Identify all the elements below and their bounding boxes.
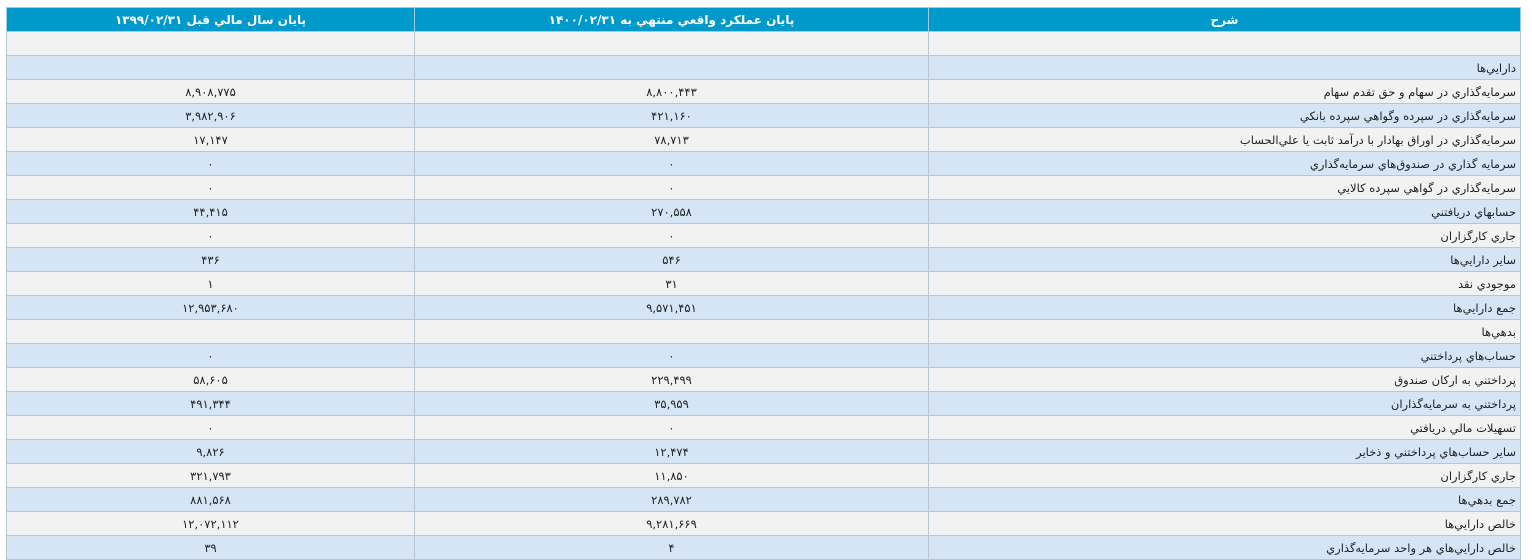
row-previous-value-cell: ۰ bbox=[6, 415, 415, 440]
row-current-value-cell: ۲۲۹,۴۹۹ bbox=[414, 367, 929, 392]
row-previous-value-cell: ۸۸۱,۵۶۸ bbox=[6, 487, 415, 512]
row-current-value-cell: ۰ bbox=[414, 223, 929, 248]
row-description-cell: جمع دارايي‌ها bbox=[928, 295, 1521, 320]
row-current-value-cell: ۴۲۱,۱۶۰ bbox=[414, 103, 929, 128]
row-previous-value-cell bbox=[6, 319, 415, 344]
row-current-value-cell: ۵۴۶ bbox=[414, 247, 929, 272]
row-current-value-cell bbox=[414, 55, 929, 80]
row-previous-value-cell: ۱۲,۹۵۳,۶۸۰ bbox=[6, 295, 415, 320]
table-row: سرمايه‌گذاري در سپرده وگواهي سپرده بانکي… bbox=[6, 103, 1521, 128]
column-header-previous-year: پايان سال مالي قبل ۱۳۹۹/۰۲/۳۱ bbox=[6, 7, 415, 32]
row-previous-value-cell: ۳۲۱,۷۹۳ bbox=[6, 463, 415, 488]
row-previous-value-cell: ۰ bbox=[6, 151, 415, 176]
row-description-cell: سرمايه‌گذاري در اوراق بهادار با درآمد ثا… bbox=[928, 127, 1521, 152]
row-previous-value-cell: ۴۴,۴۱۵ bbox=[6, 199, 415, 224]
row-description-cell: جمع بدهي‌ها bbox=[928, 487, 1521, 512]
row-description-cell: جاري کارگزاران bbox=[928, 463, 1521, 488]
table-row: بدهي‌ها bbox=[6, 319, 1521, 344]
table-row: ساير حساب‌هاي پرداختني و ذخاير ۱۲,۴۷۴ ۹,۸۲… bbox=[6, 439, 1521, 464]
row-previous-value-cell: ۱۷,۱۴۷ bbox=[6, 127, 415, 152]
row-previous-value-cell: ۴۳۶ bbox=[6, 247, 415, 272]
row-description-cell: دارايي‌ها bbox=[928, 55, 1521, 80]
row-current-value-cell: ۹,۵۷۱,۴۵۱ bbox=[414, 295, 929, 320]
row-previous-value-cell bbox=[6, 55, 415, 80]
table-row: سرمايه‌گذاري در سهام و حق تقدم سهام ۸,۸۰۰… bbox=[6, 79, 1521, 104]
row-previous-value-cell: ۹,۸۲۶ bbox=[6, 439, 415, 464]
row-current-value-cell: ۱۱,۸۵۰ bbox=[414, 463, 929, 488]
table-row: حساب‌هاي پرداختني ۰ ۰ bbox=[6, 343, 1521, 368]
table-body: دارايي‌ها سرمايه‌گذاري در سهام و حق تقدم … bbox=[6, 31, 1521, 560]
row-current-value-cell: ۲۸۹,۷۸۲ bbox=[414, 487, 929, 512]
row-current-value-cell: ۰ bbox=[414, 151, 929, 176]
table-row: خالص دارايي‌هاي هر واحد سرمايه‌گذاري ۴ ۳۹ bbox=[6, 535, 1521, 560]
row-description-cell: سرمايه گذاري در صندوق‌هاي سرمايه‌گذاري bbox=[928, 151, 1521, 176]
row-current-value-cell: ۹,۲۸۱,۶۶۹ bbox=[414, 511, 929, 536]
row-description-cell: ساير دارايي‌ها bbox=[928, 247, 1521, 272]
row-description-cell: خالص دارايي‌هاي هر واحد سرمايه‌گذاري bbox=[928, 535, 1521, 560]
row-description-cell: تسهيلات مالي دريافتي bbox=[928, 415, 1521, 440]
row-description-cell: خالص دارايي‌ها bbox=[928, 511, 1521, 536]
table-row: موجودي نقد ۳۱ ۱ bbox=[6, 271, 1521, 296]
row-current-value-cell: ۰ bbox=[414, 415, 929, 440]
row-current-value-cell bbox=[414, 31, 929, 56]
table-row: حسابهاي دريافتني ۲۷۰,۵۵۸ ۴۴,۴۱۵ bbox=[6, 199, 1521, 224]
table-header-row: شرح پايان عملکرد واقعي منتهي به ۱۴۰۰/۰۲/… bbox=[6, 7, 1521, 32]
row-current-value-cell: ۲۷۰,۵۵۸ bbox=[414, 199, 929, 224]
table-row bbox=[6, 31, 1521, 56]
row-current-value-cell: ۷۸,۷۱۳ bbox=[414, 127, 929, 152]
row-current-value-cell: ۰ bbox=[414, 343, 929, 368]
row-current-value-cell: ۳۵,۹۵۹ bbox=[414, 391, 929, 416]
row-previous-value-cell: ۳۹ bbox=[6, 535, 415, 560]
row-current-value-cell: ۴ bbox=[414, 535, 929, 560]
row-current-value-cell bbox=[414, 319, 929, 344]
row-previous-value-cell: ۵۸,۶۰۵ bbox=[6, 367, 415, 392]
table-row: پرداختني به ارکان صندوق ۲۲۹,۴۹۹ ۵۸,۶۰۵ bbox=[6, 367, 1521, 392]
row-description-cell: حساب‌هاي پرداختني bbox=[928, 343, 1521, 368]
row-description-cell: حسابهاي دريافتني bbox=[928, 199, 1521, 224]
table-row: جاري کارگزاران ۰ ۰ bbox=[6, 223, 1521, 248]
row-description-cell: ساير حساب‌هاي پرداختني و ذخاير bbox=[928, 439, 1521, 464]
row-description-cell: بدهي‌ها bbox=[928, 319, 1521, 344]
row-current-value-cell: ۰ bbox=[414, 175, 929, 200]
table-row: سرمايه‌گذاري در گواهي سپرده کالايي ۰ ۰ bbox=[6, 175, 1521, 200]
table-row: سرمايه گذاري در صندوق‌هاي سرمايه‌گذاري ۰ ۰ bbox=[6, 151, 1521, 176]
row-previous-value-cell: ۱ bbox=[6, 271, 415, 296]
row-current-value-cell: ۳۱ bbox=[414, 271, 929, 296]
row-current-value-cell: ۱۲,۴۷۴ bbox=[414, 439, 929, 464]
row-description-cell: سرمايه‌گذاري در گواهي سپرده کالايي bbox=[928, 175, 1521, 200]
balance-sheet-container: شرح پايان عملکرد واقعي منتهي به ۱۴۰۰/۰۲/… bbox=[6, 7, 1521, 560]
table-row: خالص دارايي‌ها ۹,۲۸۱,۶۶۹ ۱۲,۰۷۲,۱۱۲ bbox=[6, 511, 1521, 536]
row-previous-value-cell: ۱۲,۰۷۲,۱۱۲ bbox=[6, 511, 415, 536]
row-description-cell: پرداختني به ارکان صندوق bbox=[928, 367, 1521, 392]
row-description-cell: پرداختني به سرمايه‌گذاران bbox=[928, 391, 1521, 416]
table-row: جمع بدهي‌ها ۲۸۹,۷۸۲ ۸۸۱,۵۶۸ bbox=[6, 487, 1521, 512]
row-previous-value-cell bbox=[6, 31, 415, 56]
row-previous-value-cell: ۸,۹۰۸,۷۷۵ bbox=[6, 79, 415, 104]
row-previous-value-cell: ۰ bbox=[6, 343, 415, 368]
column-header-current-period: پايان عملکرد واقعي منتهي به ۱۴۰۰/۰۲/۳۱ bbox=[414, 7, 929, 32]
row-description-cell bbox=[928, 31, 1521, 56]
table-row: جمع دارايي‌ها ۹,۵۷۱,۴۵۱ ۱۲,۹۵۳,۶۸۰ bbox=[6, 295, 1521, 320]
table-row: ساير دارايي‌ها ۵۴۶ ۴۳۶ bbox=[6, 247, 1521, 272]
balance-sheet-table: شرح پايان عملکرد واقعي منتهي به ۱۴۰۰/۰۲/… bbox=[6, 7, 1521, 560]
table-row: سرمايه‌گذاري در اوراق بهادار با درآمد ثا… bbox=[6, 127, 1521, 152]
row-description-cell: سرمايه‌گذاري در سهام و حق تقدم سهام bbox=[928, 79, 1521, 104]
table-row: دارايي‌ها bbox=[6, 55, 1521, 80]
table-row: تسهيلات مالي دريافتي ۰ ۰ bbox=[6, 415, 1521, 440]
row-previous-value-cell: ۰ bbox=[6, 175, 415, 200]
row-current-value-cell: ۸,۸۰۰,۴۴۳ bbox=[414, 79, 929, 104]
row-description-cell: موجودي نقد bbox=[928, 271, 1521, 296]
column-header-description: شرح bbox=[928, 7, 1521, 32]
row-previous-value-cell: ۳,۹۸۲,۹۰۶ bbox=[6, 103, 415, 128]
table-row: جاري کارگزاران ۱۱,۸۵۰ ۳۲۱,۷۹۳ bbox=[6, 463, 1521, 488]
row-previous-value-cell: ۴۹۱,۳۴۴ bbox=[6, 391, 415, 416]
row-description-cell: سرمايه‌گذاري در سپرده وگواهي سپرده بانکي bbox=[928, 103, 1521, 128]
table-row: پرداختني به سرمايه‌گذاران ۳۵,۹۵۹ ۴۹۱,۳۴۴ bbox=[6, 391, 1521, 416]
row-description-cell: جاري کارگزاران bbox=[928, 223, 1521, 248]
row-previous-value-cell: ۰ bbox=[6, 223, 415, 248]
